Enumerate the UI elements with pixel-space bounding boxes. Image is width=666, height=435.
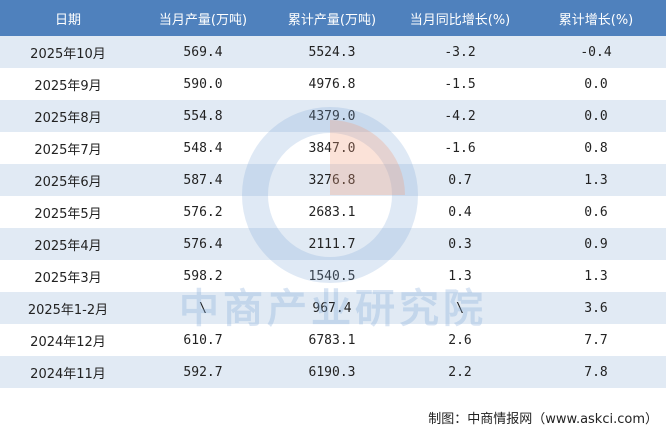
header-cell: 当月产量(万吨) bbox=[136, 0, 270, 36]
value-cell: 592.7 bbox=[136, 356, 270, 388]
value-cell: 2111.7 bbox=[270, 228, 394, 260]
table-row: 2025年1-2月 \ 967.4 \ 3.6 bbox=[0, 292, 666, 324]
table-row: 2025年5月 576.2 2683.1 0.4 0.6 bbox=[0, 196, 666, 228]
date-cell: 2025年5月 bbox=[0, 196, 136, 228]
table-row: 2025年7月 548.4 3847.0 -1.6 0.8 bbox=[0, 132, 666, 164]
table-body: 2025年10月 569.4 5524.3 -3.2 -0.4 2025年9月 590.0 4… bbox=[0, 36, 666, 388]
value-cell: 590.0 bbox=[136, 68, 270, 100]
value-cell: 2.6 bbox=[394, 324, 526, 356]
table-row: 2025年8月 554.8 4379.0 -4.2 0.0 bbox=[0, 100, 666, 132]
value-cell: 1.3 bbox=[394, 260, 526, 292]
value-cell: 0.6 bbox=[526, 196, 666, 228]
value-cell: 7.7 bbox=[526, 324, 666, 356]
value-cell: 6783.1 bbox=[270, 324, 394, 356]
table-row: 2024年11月 592.7 6190.3 2.2 7.8 bbox=[0, 356, 666, 388]
value-cell: 2683.1 bbox=[270, 196, 394, 228]
value-cell: \ bbox=[394, 292, 526, 324]
value-cell: -1.5 bbox=[394, 68, 526, 100]
value-cell: 6190.3 bbox=[270, 356, 394, 388]
date-cell: 2025年3月 bbox=[0, 260, 136, 292]
value-cell: 576.4 bbox=[136, 228, 270, 260]
value-cell: 0.4 bbox=[394, 196, 526, 228]
value-cell: 0.7 bbox=[394, 164, 526, 196]
table-row: 2024年12月 610.7 6783.1 2.6 7.7 bbox=[0, 324, 666, 356]
value-cell: -4.2 bbox=[394, 100, 526, 132]
table-row: 2025年10月 569.4 5524.3 -3.2 -0.4 bbox=[0, 36, 666, 68]
value-cell: 0.0 bbox=[526, 68, 666, 100]
value-cell: 3847.0 bbox=[270, 132, 394, 164]
value-cell: 0.9 bbox=[526, 228, 666, 260]
value-cell: 569.4 bbox=[136, 36, 270, 68]
value-cell: 548.4 bbox=[136, 132, 270, 164]
value-cell: 4976.8 bbox=[270, 68, 394, 100]
table-row: 2025年9月 590.0 4976.8 -1.5 0.0 bbox=[0, 68, 666, 100]
date-cell: 2025年4月 bbox=[0, 228, 136, 260]
table-row: 2025年3月 598.2 1540.5 1.3 1.3 bbox=[0, 260, 666, 292]
value-cell: \ bbox=[136, 292, 270, 324]
value-cell: 587.4 bbox=[136, 164, 270, 196]
header-row: 日期 当月产量(万吨) 累计产量(万吨) 当月同比增长(%) 累计增长(%) bbox=[0, 0, 666, 36]
header-cell: 累计产量(万吨) bbox=[270, 0, 394, 36]
value-cell: 1.3 bbox=[526, 164, 666, 196]
source-note: 制图：中商情报网（www.askci.com） bbox=[428, 412, 658, 427]
value-cell: 5524.3 bbox=[270, 36, 394, 68]
value-cell: 554.8 bbox=[136, 100, 270, 132]
value-cell: 0.3 bbox=[394, 228, 526, 260]
date-cell: 2024年11月 bbox=[0, 356, 136, 388]
value-cell: 3276.8 bbox=[270, 164, 394, 196]
date-cell: 2025年9月 bbox=[0, 68, 136, 100]
table-row: 2025年4月 576.4 2111.7 0.3 0.9 bbox=[0, 228, 666, 260]
value-cell: -0.4 bbox=[526, 36, 666, 68]
date-cell: 2025年6月 bbox=[0, 164, 136, 196]
value-cell: 2.2 bbox=[394, 356, 526, 388]
date-cell: 2024年12月 bbox=[0, 324, 136, 356]
value-cell: 7.8 bbox=[526, 356, 666, 388]
value-cell: 4379.0 bbox=[270, 100, 394, 132]
header-cell: 累计增长(%) bbox=[526, 0, 666, 36]
value-cell: -3.2 bbox=[394, 36, 526, 68]
date-cell: 2025年10月 bbox=[0, 36, 136, 68]
value-cell: 3.6 bbox=[526, 292, 666, 324]
header-cell: 当月同比增长(%) bbox=[394, 0, 526, 36]
value-cell: 967.4 bbox=[270, 292, 394, 324]
date-cell: 2025年1-2月 bbox=[0, 292, 136, 324]
value-cell: 0.0 bbox=[526, 100, 666, 132]
date-cell: 2025年8月 bbox=[0, 100, 136, 132]
data-table: 日期 当月产量(万吨) 累计产量(万吨) 当月同比增长(%) 累计增长(%) 2025年… bbox=[0, 0, 666, 388]
value-cell: 0.8 bbox=[526, 132, 666, 164]
value-cell: 1540.5 bbox=[270, 260, 394, 292]
value-cell: -1.6 bbox=[394, 132, 526, 164]
value-cell: 1.3 bbox=[526, 260, 666, 292]
value-cell: 610.7 bbox=[136, 324, 270, 356]
value-cell: 598.2 bbox=[136, 260, 270, 292]
value-cell: 576.2 bbox=[136, 196, 270, 228]
header-cell: 日期 bbox=[0, 0, 136, 36]
date-cell: 2025年7月 bbox=[0, 132, 136, 164]
table-row: 2025年6月 587.4 3276.8 0.7 1.3 bbox=[0, 164, 666, 196]
